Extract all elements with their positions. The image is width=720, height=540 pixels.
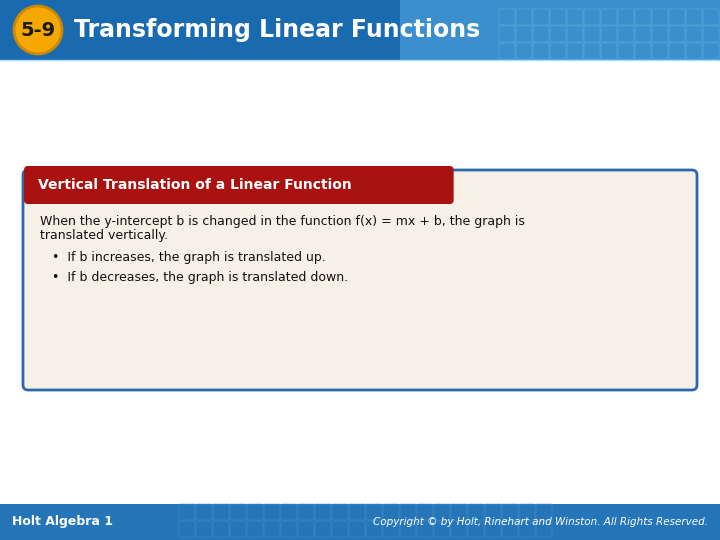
FancyBboxPatch shape <box>383 521 399 537</box>
FancyBboxPatch shape <box>519 521 535 537</box>
FancyBboxPatch shape <box>652 26 668 42</box>
FancyBboxPatch shape <box>669 26 685 42</box>
Text: 5-9: 5-9 <box>20 21 55 39</box>
FancyBboxPatch shape <box>298 521 314 537</box>
FancyBboxPatch shape <box>230 504 246 520</box>
Text: •  If b increases, the graph is translated up.: • If b increases, the graph is translate… <box>52 251 325 264</box>
Circle shape <box>14 6 62 54</box>
FancyBboxPatch shape <box>247 521 263 537</box>
FancyBboxPatch shape <box>349 521 365 537</box>
FancyBboxPatch shape <box>499 9 515 25</box>
FancyBboxPatch shape <box>434 504 450 520</box>
FancyBboxPatch shape <box>502 504 518 520</box>
FancyBboxPatch shape <box>451 521 467 537</box>
FancyBboxPatch shape <box>230 521 246 537</box>
Bar <box>28 185 449 200</box>
FancyBboxPatch shape <box>669 9 685 25</box>
FancyBboxPatch shape <box>584 9 600 25</box>
FancyBboxPatch shape <box>417 504 433 520</box>
FancyBboxPatch shape <box>23 170 697 390</box>
FancyBboxPatch shape <box>281 521 297 537</box>
FancyBboxPatch shape <box>264 504 280 520</box>
FancyBboxPatch shape <box>499 26 515 42</box>
FancyBboxPatch shape <box>669 43 685 59</box>
FancyBboxPatch shape <box>366 521 382 537</box>
FancyBboxPatch shape <box>315 504 331 520</box>
FancyBboxPatch shape <box>601 26 617 42</box>
FancyBboxPatch shape <box>400 521 416 537</box>
FancyBboxPatch shape <box>533 43 549 59</box>
Text: When the y-intercept b is changed in the function f(x) = mx + b, the graph is: When the y-intercept b is changed in the… <box>40 215 525 228</box>
Bar <box>0 504 720 540</box>
FancyBboxPatch shape <box>567 26 583 42</box>
Text: •  If b decreases, the graph is translated down.: • If b decreases, the graph is translate… <box>52 271 348 284</box>
FancyBboxPatch shape <box>499 43 515 59</box>
FancyBboxPatch shape <box>434 521 450 537</box>
FancyBboxPatch shape <box>533 9 549 25</box>
Text: translated vertically.: translated vertically. <box>40 229 168 242</box>
FancyBboxPatch shape <box>332 504 348 520</box>
FancyBboxPatch shape <box>635 9 651 25</box>
FancyBboxPatch shape <box>584 43 600 59</box>
FancyBboxPatch shape <box>686 43 702 59</box>
Text: Vertical Translation of a Linear Function: Vertical Translation of a Linear Functio… <box>38 178 352 192</box>
FancyBboxPatch shape <box>213 504 229 520</box>
FancyBboxPatch shape <box>550 9 566 25</box>
FancyBboxPatch shape <box>516 43 532 59</box>
FancyBboxPatch shape <box>601 9 617 25</box>
FancyBboxPatch shape <box>383 504 399 520</box>
FancyBboxPatch shape <box>635 43 651 59</box>
FancyBboxPatch shape <box>686 9 702 25</box>
FancyBboxPatch shape <box>485 521 501 537</box>
FancyBboxPatch shape <box>264 521 280 537</box>
FancyBboxPatch shape <box>468 504 484 520</box>
FancyBboxPatch shape <box>485 504 501 520</box>
FancyBboxPatch shape <box>196 521 212 537</box>
FancyBboxPatch shape <box>179 521 195 537</box>
FancyBboxPatch shape <box>703 26 719 42</box>
FancyBboxPatch shape <box>584 26 600 42</box>
FancyBboxPatch shape <box>652 43 668 59</box>
FancyBboxPatch shape <box>635 26 651 42</box>
FancyBboxPatch shape <box>533 26 549 42</box>
FancyBboxPatch shape <box>686 26 702 42</box>
FancyBboxPatch shape <box>618 9 634 25</box>
FancyBboxPatch shape <box>247 504 263 520</box>
FancyBboxPatch shape <box>550 43 566 59</box>
Text: Holt Algebra 1: Holt Algebra 1 <box>12 516 113 529</box>
FancyBboxPatch shape <box>519 504 535 520</box>
Bar <box>0 0 720 60</box>
FancyBboxPatch shape <box>213 521 229 537</box>
FancyBboxPatch shape <box>400 504 416 520</box>
FancyBboxPatch shape <box>550 26 566 42</box>
FancyBboxPatch shape <box>196 504 212 520</box>
FancyBboxPatch shape <box>417 521 433 537</box>
FancyBboxPatch shape <box>281 504 297 520</box>
FancyBboxPatch shape <box>567 9 583 25</box>
FancyBboxPatch shape <box>298 504 314 520</box>
FancyBboxPatch shape <box>332 521 348 537</box>
FancyBboxPatch shape <box>601 43 617 59</box>
FancyBboxPatch shape <box>516 9 532 25</box>
FancyBboxPatch shape <box>703 43 719 59</box>
FancyBboxPatch shape <box>24 166 454 204</box>
FancyBboxPatch shape <box>618 26 634 42</box>
FancyBboxPatch shape <box>536 521 552 537</box>
Text: Copyright © by Holt, Rinehart and Winston. All Rights Reserved.: Copyright © by Holt, Rinehart and Winsto… <box>373 517 708 527</box>
FancyBboxPatch shape <box>567 43 583 59</box>
FancyBboxPatch shape <box>315 521 331 537</box>
Bar <box>400 0 720 60</box>
FancyBboxPatch shape <box>468 521 484 537</box>
FancyBboxPatch shape <box>652 9 668 25</box>
Text: Transforming Linear Functions: Transforming Linear Functions <box>74 18 480 42</box>
FancyBboxPatch shape <box>536 504 552 520</box>
FancyBboxPatch shape <box>618 43 634 59</box>
FancyBboxPatch shape <box>516 26 532 42</box>
FancyBboxPatch shape <box>349 504 365 520</box>
FancyBboxPatch shape <box>703 9 719 25</box>
FancyBboxPatch shape <box>179 504 195 520</box>
FancyBboxPatch shape <box>502 521 518 537</box>
FancyBboxPatch shape <box>366 504 382 520</box>
FancyBboxPatch shape <box>451 504 467 520</box>
